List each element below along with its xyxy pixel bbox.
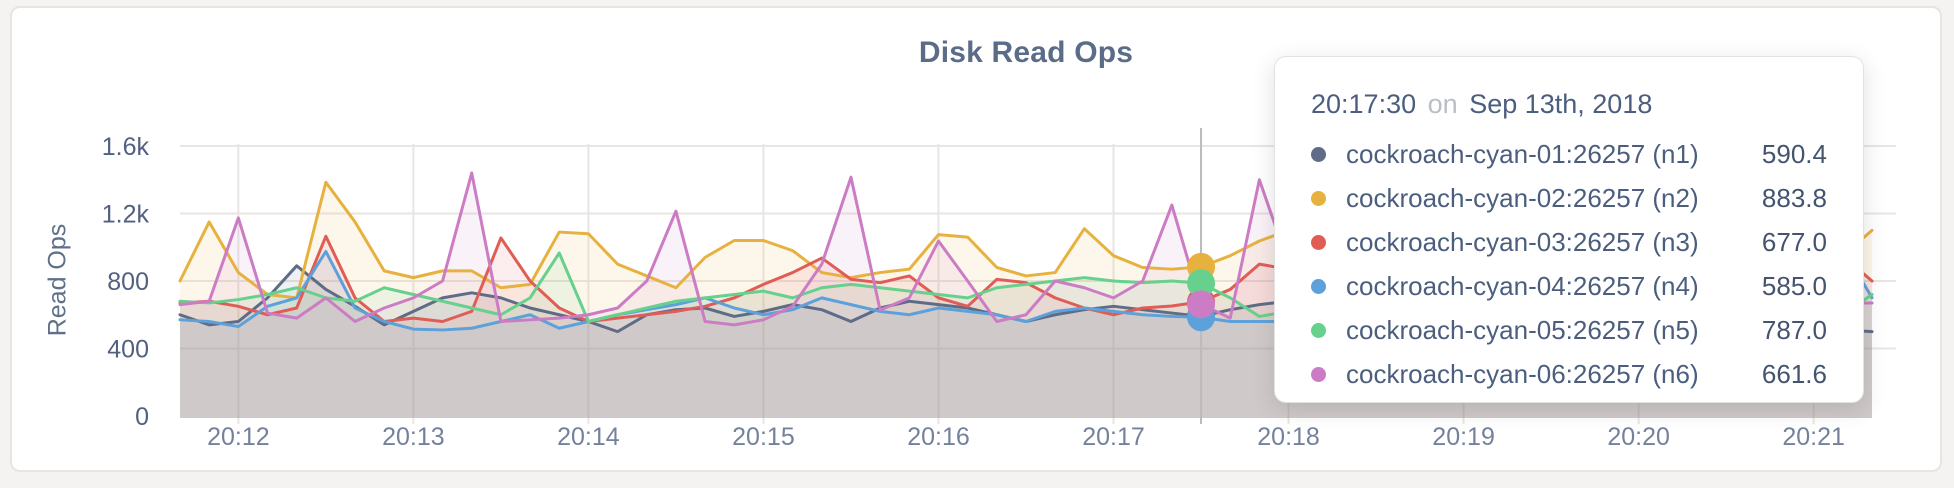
- series-label: cockroach-cyan-04:26257 (n4): [1346, 270, 1699, 301]
- x-tick-label: 20:14: [557, 423, 620, 451]
- series-color-dot: [1311, 322, 1326, 338]
- series-value: 585.0: [1761, 270, 1827, 301]
- series-value: 677.0: [1761, 226, 1827, 257]
- tooltip-header: 20:17:30 on Sep 13th, 2018: [1311, 89, 1827, 120]
- series-label: cockroach-cyan-05:26257 (n5): [1346, 314, 1699, 345]
- series-label: cockroach-cyan-02:26257 (n2): [1346, 182, 1699, 213]
- series-label: cockroach-cyan-03:26257 (n3): [1346, 226, 1699, 257]
- tooltip-rows: cockroach-cyan-01:26257 (n1) 590.4 cockr…: [1311, 132, 1827, 396]
- chart-card: Disk Read Ops Read Ops 0 400 800 1.2k 1.6k 20…: [10, 6, 1942, 472]
- x-tick-label: 20:13: [382, 423, 445, 451]
- series-color-dot: [1311, 190, 1326, 206]
- y-tick-label: 800: [107, 268, 149, 296]
- x-tick-label: 20:15: [732, 423, 795, 451]
- series-value: 787.0: [1761, 314, 1827, 345]
- y-tick-label: 0: [135, 403, 149, 431]
- y-tick-label: 400: [107, 336, 149, 364]
- tooltip-series-row: cockroach-cyan-04:26257 (n4) 585.0: [1311, 264, 1827, 308]
- y-tick-label: 1.6k: [102, 133, 150, 161]
- axis-labels: 0 400 800 1.2k 1.6k 20:12 20:13 20:14 20:15 20:16…: [102, 133, 1845, 451]
- series-value: 590.4: [1761, 138, 1827, 169]
- tooltip-series-row: cockroach-cyan-06:26257 (n6) 661.6: [1311, 352, 1827, 396]
- x-tick-label: 20:20: [1607, 423, 1670, 451]
- x-tick-label: 20:18: [1257, 423, 1320, 451]
- y-tick-label: 1.2k: [102, 201, 150, 229]
- hover-dot: [1187, 269, 1216, 298]
- hover-dots: [1187, 252, 1216, 332]
- tooltip-series-row: cockroach-cyan-01:26257 (n1) 590.4: [1311, 132, 1827, 176]
- tooltip-series-row: cockroach-cyan-05:26257 (n5) 787.0: [1311, 308, 1827, 352]
- tooltip-series-row: cockroach-cyan-03:26257 (n3) 677.0: [1311, 220, 1827, 264]
- series-color-dot: [1311, 366, 1326, 382]
- hover-tooltip: 20:17:30 on Sep 13th, 2018 cockroach-cya…: [1274, 56, 1864, 403]
- x-tick-label: 20:21: [1782, 423, 1845, 451]
- tooltip-time: 20:17:30: [1311, 89, 1417, 119]
- series-value: 661.6: [1761, 358, 1827, 389]
- tooltip-conjunction: on: [1427, 89, 1458, 119]
- hover-dot: [1187, 290, 1216, 319]
- series-color-dot: [1311, 278, 1326, 294]
- tooltip-date: Sep 13th, 2018: [1469, 89, 1653, 119]
- series-label: cockroach-cyan-01:26257 (n1): [1346, 138, 1699, 169]
- x-tick-label: 20:12: [207, 423, 270, 451]
- x-tick-label: 20:19: [1432, 423, 1495, 451]
- series-color-dot: [1311, 234, 1326, 250]
- chart-title: Disk Read Ops: [918, 36, 1134, 69]
- series-value: 883.8: [1761, 182, 1827, 213]
- x-tick-label: 20:16: [907, 423, 970, 451]
- tooltip-series-row: cockroach-cyan-02:26257 (n2) 883.8: [1311, 176, 1827, 220]
- series-label: cockroach-cyan-06:26257 (n6): [1346, 358, 1699, 389]
- x-tick-label: 20:17: [1082, 423, 1145, 451]
- series-color-dot: [1311, 146, 1326, 162]
